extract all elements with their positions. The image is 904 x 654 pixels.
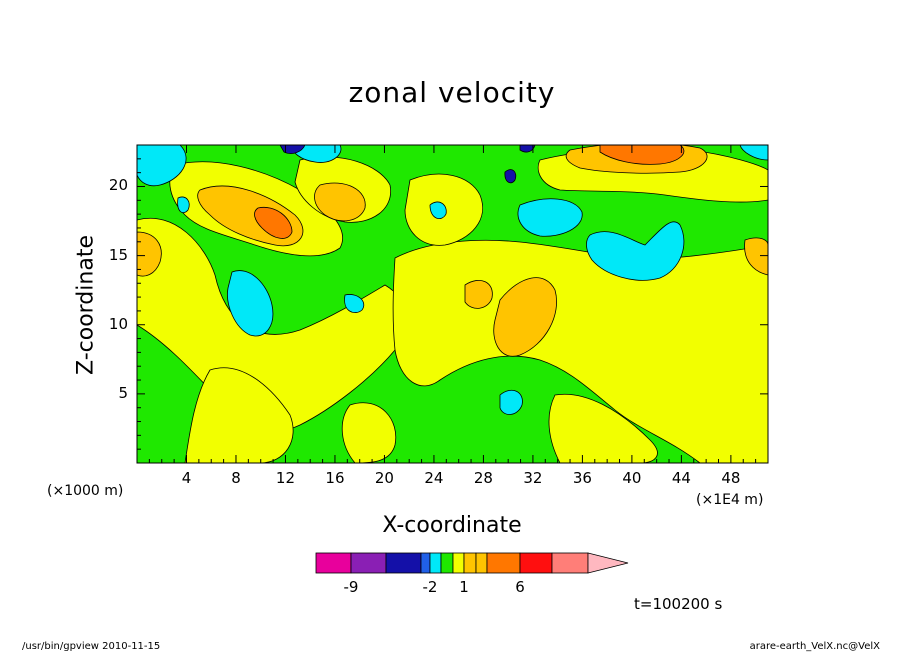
orange-region-left [254, 206, 293, 239]
x-tick-label: 28 [473, 469, 493, 487]
footer-left: /usr/bin/gpview 2010-11-15 [22, 641, 161, 652]
cyan-region-right-upper [517, 198, 583, 237]
colorbar [315, 552, 629, 574]
colorbar-tick-label: 6 [515, 578, 525, 596]
x-tick-label: 20 [374, 469, 394, 487]
x-tick-label: 48 [721, 469, 741, 487]
cyan-region-lower [499, 389, 523, 415]
gold-region-center [493, 277, 557, 357]
y-tick-label: 5 [118, 383, 128, 402]
x-tick-label: 4 [181, 469, 192, 487]
x-tick-label: 40 [622, 469, 642, 487]
colorbar-tick-label: 1 [459, 578, 469, 596]
cyan-region-left [227, 270, 274, 337]
x-tick-label: 44 [671, 469, 691, 487]
yellow-region-bottom-mid [341, 402, 397, 463]
y-tick-label: 15 [108, 245, 128, 264]
colorbar-cell [385, 552, 422, 574]
cyan-region-small-mid [344, 294, 365, 313]
footer-right: arare-earth_VelX.nc@VelX [749, 641, 880, 652]
cyan-region-right [586, 221, 685, 281]
cyan-region-top-right [739, 145, 768, 161]
x-tick-label: 36 [572, 469, 592, 487]
axis-ticks [137, 145, 768, 463]
y-tick-label: 10 [108, 314, 128, 333]
contour-field [137, 145, 768, 463]
x-tick-label: 24 [424, 469, 444, 487]
time-label: t=100200 s [634, 595, 723, 613]
gold-region-small [464, 280, 493, 309]
gold-region-mid [314, 182, 366, 222]
x-tick-label: 16 [325, 469, 345, 487]
x-unit-label: (×1000 m) [47, 483, 124, 499]
x-tick-label: 12 [275, 469, 296, 487]
colorbar-cell [440, 552, 454, 574]
gold-region-left-edge [137, 231, 162, 277]
colorbar-cell [551, 552, 589, 574]
colorbar-cell [315, 552, 352, 574]
yellow-region-lower-left [184, 367, 294, 463]
y-tick-label: 20 [108, 176, 128, 195]
colorbar-cell [350, 552, 387, 574]
plot-frame [136, 144, 769, 464]
colorbar-cell [519, 552, 553, 574]
colorbar-cell [420, 552, 431, 574]
colorbar-cell [452, 552, 465, 574]
gold-region-right-edge [744, 237, 768, 276]
colorbar-tick-label: -9 [343, 578, 359, 596]
colorbar-cell [475, 552, 488, 574]
navy-region-small [504, 169, 517, 184]
colorbar-tick-label: -2 [422, 578, 438, 596]
x-tick-label: 32 [523, 469, 543, 487]
chart-title: zonal velocity [348, 76, 556, 109]
cyan-region-top-left [137, 145, 187, 187]
yellow-region-lower-right [548, 393, 658, 463]
x-scale-note: (×1E4 m) [696, 492, 764, 508]
cyan-region-small [177, 196, 190, 214]
x-axis-label: X-coordinate [382, 513, 522, 538]
orange-region-top [599, 145, 685, 165]
colorbar-cell [429, 552, 442, 574]
colorbar-cell [463, 552, 477, 574]
colorbar-arrow [587, 552, 629, 574]
colorbar-cell [486, 552, 521, 574]
x-tick-label: 8 [231, 469, 241, 487]
cyan-region-small-center [429, 201, 447, 220]
